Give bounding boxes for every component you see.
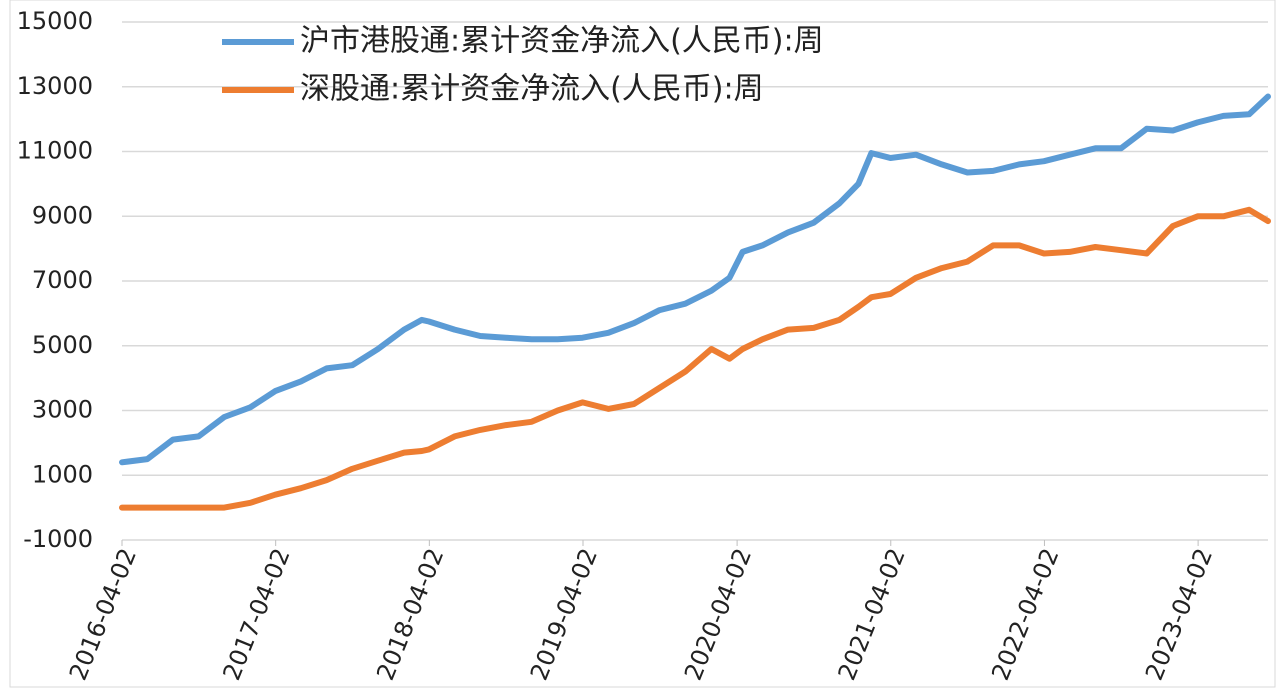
y-tick-label: 5000 bbox=[32, 331, 93, 359]
y-tick-label: 15000 bbox=[17, 7, 93, 35]
x-tick-label: 2016-04-02 bbox=[64, 544, 142, 684]
series-line bbox=[119, 206, 1271, 511]
y-tick-label: 1000 bbox=[32, 460, 93, 488]
x-tick-label: 2023-04-02 bbox=[1140, 544, 1218, 684]
legend-label: 沪市港股通:累计资金净流入(人民币):周 bbox=[300, 24, 824, 59]
x-tick-label: 2017-04-02 bbox=[218, 544, 296, 684]
legend-label: 深股通:累计资金净流入(人民币):周 bbox=[300, 72, 764, 107]
x-tick-label: 2020-04-02 bbox=[679, 544, 757, 684]
y-tick-label: 3000 bbox=[32, 396, 93, 424]
y-tick-label: -1000 bbox=[23, 525, 93, 553]
series-line bbox=[119, 93, 1271, 466]
y-tick-label: 7000 bbox=[32, 266, 93, 294]
x-tick-label: 2018-04-02 bbox=[371, 544, 449, 684]
frame bbox=[9, 0, 1276, 688]
x-tick-label: 2022-04-02 bbox=[986, 544, 1064, 684]
y-tick-label: 9000 bbox=[32, 201, 93, 229]
x-tick-label: 2021-04-02 bbox=[833, 544, 911, 684]
x-tick-label: 2019-04-02 bbox=[525, 544, 603, 684]
y-tick-label: 11000 bbox=[17, 137, 93, 165]
y-tick-label: 13000 bbox=[17, 72, 93, 100]
